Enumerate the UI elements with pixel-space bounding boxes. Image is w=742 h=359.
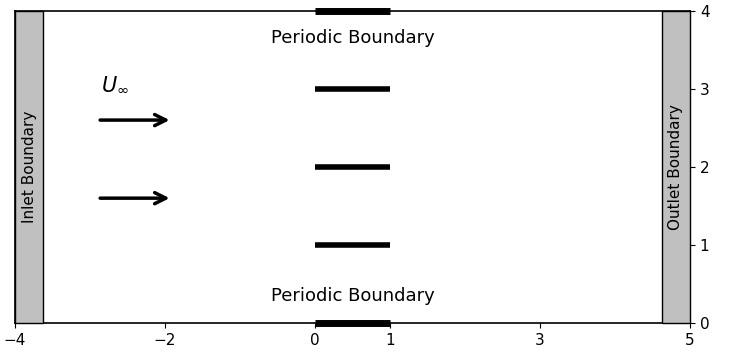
Text: Periodic Boundary: Periodic Boundary (271, 29, 434, 47)
Bar (662, 11, 690, 323)
Bar (15, 11, 43, 323)
Text: Inlet Boundary: Inlet Boundary (22, 111, 36, 223)
Text: $U_\infty$: $U_\infty$ (101, 75, 129, 95)
Text: Periodic Boundary: Periodic Boundary (271, 287, 434, 305)
Text: Outlet Boundary: Outlet Boundary (669, 104, 683, 230)
